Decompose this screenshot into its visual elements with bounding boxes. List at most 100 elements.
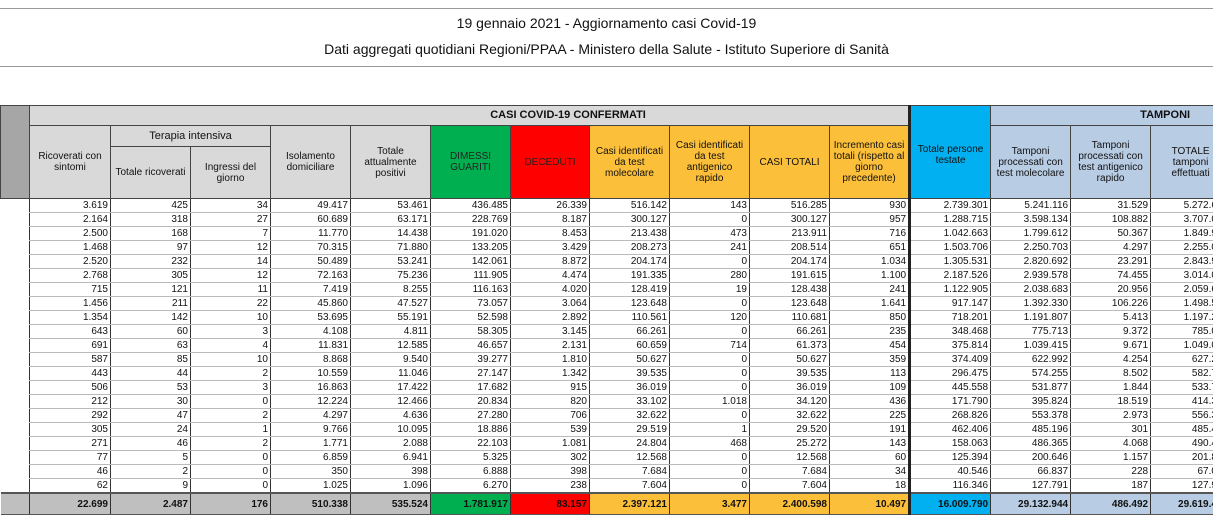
table-cell: 33.102 [589,394,670,409]
table-cell: 12.568 [749,450,830,465]
table-cell: 706 [510,408,590,423]
table-cell: 27.147 [430,366,511,381]
table-cell: 14.438 [350,226,431,241]
table-cell: 10.497 [828,492,911,515]
table-cell: 2.739.301 [908,198,992,213]
region-cell [0,282,30,297]
col-header-tamponi-molecolare: Tamponi processati con test molecolare [990,125,1072,199]
region-cell [0,380,30,395]
report-header: 19 gennaio 2021 - Aggiornamento casi Cov… [0,8,1213,67]
table-cell: 127.791 [990,478,1072,494]
table-cell: 14 [190,254,271,269]
table-cell: 20.834 [430,394,511,409]
table-cell: 2.400.598 [749,492,830,515]
table-cell: 0 [669,408,750,423]
table-cell: 6.941 [350,450,431,465]
table-cell: 39.535 [589,366,670,381]
table-cell: 3.145 [510,324,590,339]
table-cell: 72.163 [270,268,351,283]
table-cell: 7.604 [589,478,670,494]
table-cell: 11 [190,282,271,297]
col-header-casi-antigenico: Casi identificati da test antigenico rap… [669,125,750,199]
table-cell: 187 [1070,478,1152,494]
group-confermati-header: CASI COVID-19 CONFERMATI [28,105,911,126]
table-cell: 8.453 [510,226,590,241]
table-cell: 3.429 [510,240,590,255]
table-cell: 34.120 [749,394,830,409]
table-cell: 3.619 [29,198,111,213]
table-row: 691 63 4 11.831 12.585 46.657 2.131 60.659 714 61… [0,338,1213,353]
totals-row: 22.699 2.487 176 510.338 535.524 1.781.917 83.… [0,492,1213,515]
table-cell: 36.019 [749,380,830,395]
table-cell: 957 [828,212,911,227]
group-tamponi-header: TAMPONI [990,105,1213,126]
table-cell: 0 [669,254,750,269]
col-header-persone-testate: Totale persone testate [908,105,992,199]
table-cell: 1 [669,422,750,437]
table-cell: 0 [669,478,750,494]
table-cell: 1.392.330 [990,296,1072,311]
table-cell: 0 [669,380,750,395]
table-cell: 425 [110,198,191,213]
table-cell: 58.305 [430,324,511,339]
region-cell [0,268,30,283]
col-header-deceduti: DECEDUTI [510,125,590,199]
table-cell: 485.196 [990,422,1072,437]
table-cell: 29.132.944 [990,492,1072,515]
table-cell: 4.297 [1070,240,1152,255]
table-cell: 70.315 [270,240,351,255]
table-cell: 9.671 [1070,338,1152,353]
table-cell: 917.147 [908,296,992,311]
table-cell: 350 [270,464,351,479]
table-cell: 24 [110,422,191,437]
table-cell: 27 [190,212,271,227]
table-cell: 10 [190,310,271,325]
table-cell: 8.868 [270,352,351,367]
table-cell: 191.020 [430,226,511,241]
table-row: 1.456 211 22 45.860 47.527 73.057 3.064 123.648… [0,296,1213,311]
table-cell: 930 [828,198,911,213]
table-cell: 73.057 [430,296,511,311]
table-cell: 1.042.663 [908,226,992,241]
table-row: 506 53 3 16.863 17.422 17.682 915 36.019 0 36.019… [0,380,1213,395]
table-cell: 18.886 [430,422,511,437]
table-cell: 715 [29,282,111,297]
table-cell: 3.598.134 [990,212,1072,227]
table-cell: 63.171 [350,212,431,227]
table-row: 212 30 0 12.224 12.466 20.834 820 33.102 1.018 34… [0,394,1213,409]
table-cell: 127.978 [1150,478,1213,494]
table-cell: 83.157 [510,492,590,515]
table-body: 3.619 425 34 49.417 53.461 436.485 26.339 516.1… [0,198,1213,515]
table-cell: 12.466 [350,394,431,409]
table-cell: 29.520 [749,422,830,437]
table-cell: 228.769 [430,212,511,227]
table-cell: 1.034 [828,254,911,269]
table-cell: 531.877 [990,380,1072,395]
table-cell: 436.485 [430,198,511,213]
table-cell: 716 [828,226,911,241]
table-cell: 53.241 [350,254,431,269]
region-cell [0,226,30,241]
table-cell: 67.065 [1150,464,1213,479]
table-row: 305 24 1 9.766 10.095 18.886 539 29.519 1 29.520 1… [0,422,1213,437]
table-cell: 53 [110,380,191,395]
table-row: 443 44 2 10.559 11.046 27.147 1.342 39.535 0 39.5… [0,366,1213,381]
table-cell: 12 [190,268,271,283]
table-cell: 714 [669,338,750,353]
table-cell: 208.514 [749,240,830,255]
table-cell: 40.546 [908,464,992,479]
table-cell: 280 [669,268,750,283]
table-cell: 1.503.706 [908,240,992,255]
table-cell: 1.498.556 [1150,296,1213,311]
table-cell: 212 [29,394,111,409]
col-header-attualmente-positivi: Totale attualmente positivi [350,125,431,199]
table-cell: 9.372 [1070,324,1152,339]
table-cell: 1.799.612 [990,226,1072,241]
col-header-ingressi-giorno: Ingressi del giorno [190,146,271,199]
table-cell: 46 [110,436,191,451]
table-cell: 142.061 [430,254,511,269]
table-cell: 300.127 [749,212,830,227]
table-cell: 49.417 [270,198,351,213]
region-cell [0,436,30,451]
col-header-tamponi-antigenico: Tamponi processati con test antigenico r… [1070,125,1152,199]
